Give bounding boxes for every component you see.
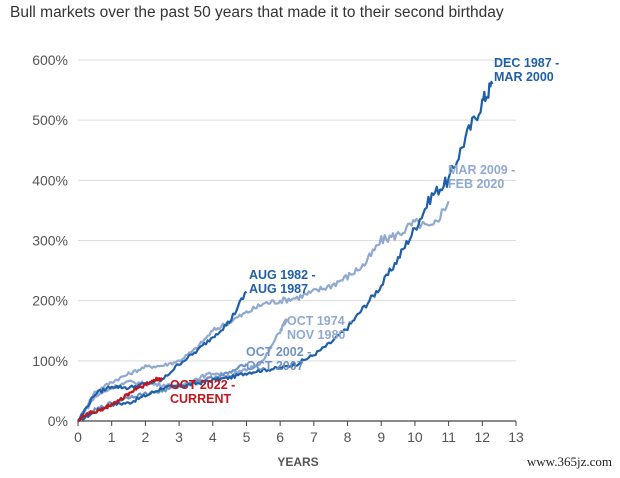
series-lines bbox=[77, 80, 494, 423]
y-tick-label: 200% bbox=[32, 293, 68, 309]
y-tick-label: 600% bbox=[32, 52, 68, 68]
y-axis-tick-labels: 0% 100% 200% 300% 400% 500% 600% bbox=[32, 52, 68, 429]
x-axis-title: YEARS bbox=[277, 455, 318, 469]
x-tick-label: 8 bbox=[344, 429, 352, 445]
y-tick-label: 0% bbox=[48, 413, 68, 429]
x-tick-label: 4 bbox=[209, 429, 217, 445]
x-tick-label: 13 bbox=[508, 429, 524, 445]
series-label: MAR 2009 -FEB 2020 bbox=[448, 163, 515, 191]
series-label: DEC 1987 -MAR 2000 bbox=[494, 56, 559, 84]
x-tick-label: 5 bbox=[243, 429, 251, 445]
y-tick-label: 300% bbox=[32, 233, 68, 249]
x-tick-label: 1 bbox=[108, 429, 116, 445]
x-tick-label: 11 bbox=[441, 429, 456, 445]
x-tick-label: 6 bbox=[276, 429, 284, 445]
series-labels: DEC 1987 -MAR 2000 MAR 2009 -FEB 2020 AUG … bbox=[170, 56, 559, 406]
y-tick-label: 400% bbox=[32, 172, 68, 188]
x-tick-label: 0 bbox=[74, 429, 82, 445]
series-label: AUG 1982 -AUG 1987 bbox=[249, 268, 316, 296]
x-tick-label: 12 bbox=[475, 429, 491, 445]
chart-title: Bull markets over the past 50 years that… bbox=[10, 4, 504, 21]
series-label: OCT 1974 -NOV 1980 bbox=[287, 314, 352, 342]
x-tick-label: 7 bbox=[310, 429, 318, 445]
x-axis-tick-labels: 0 1 2 3 4 5 6 7 8 9 10 11 12 13 bbox=[74, 421, 524, 445]
y-tick-label: 500% bbox=[32, 112, 68, 128]
series-line bbox=[77, 80, 494, 422]
x-tick-label: 10 bbox=[407, 429, 423, 445]
y-tick-label: 100% bbox=[32, 353, 68, 369]
series-line bbox=[77, 200, 450, 422]
x-tick-label: 9 bbox=[377, 429, 385, 445]
x-tick-label: 2 bbox=[141, 429, 149, 445]
grid-lines bbox=[78, 59, 516, 422]
series-line bbox=[77, 376, 164, 423]
watermark: www.365jz.com bbox=[526, 454, 612, 469]
x-tick-label: 3 bbox=[175, 429, 183, 445]
series-label: OCT 2022 -CURRENT bbox=[170, 378, 235, 406]
series-line bbox=[77, 318, 288, 422]
series-label: OCT 2002 -OCT 2007 bbox=[246, 345, 311, 373]
